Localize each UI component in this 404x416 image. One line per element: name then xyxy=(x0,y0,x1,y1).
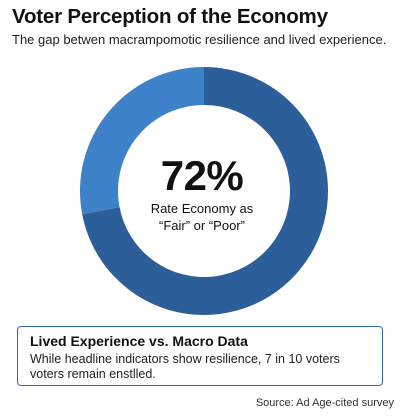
donut-slice-2 xyxy=(79,67,204,215)
center-label: Rate Economy as “Fair” or “Poor” xyxy=(0,200,404,234)
source-note: Source: Ad Age-cited survey xyxy=(255,397,394,409)
center-label-line-2: “Fair” or “Poor” xyxy=(159,218,245,233)
donut-slice-1 xyxy=(82,67,328,315)
chart-title: Voter Perception of the Economy xyxy=(12,5,328,28)
center-label-line-1: Rate Economy as xyxy=(150,201,254,216)
donut-slices xyxy=(79,67,328,315)
callout-body: While headline indicators show resilienc… xyxy=(30,352,340,381)
center-value: 72% xyxy=(160,152,244,199)
chart-subtitle: The gap betwen macrampomotic resilience … xyxy=(12,32,387,47)
callout-title: Lived Experience vs. Macro Data xyxy=(30,333,248,349)
callout-box: Lived Experience vs. Macro Data While he… xyxy=(17,326,383,386)
